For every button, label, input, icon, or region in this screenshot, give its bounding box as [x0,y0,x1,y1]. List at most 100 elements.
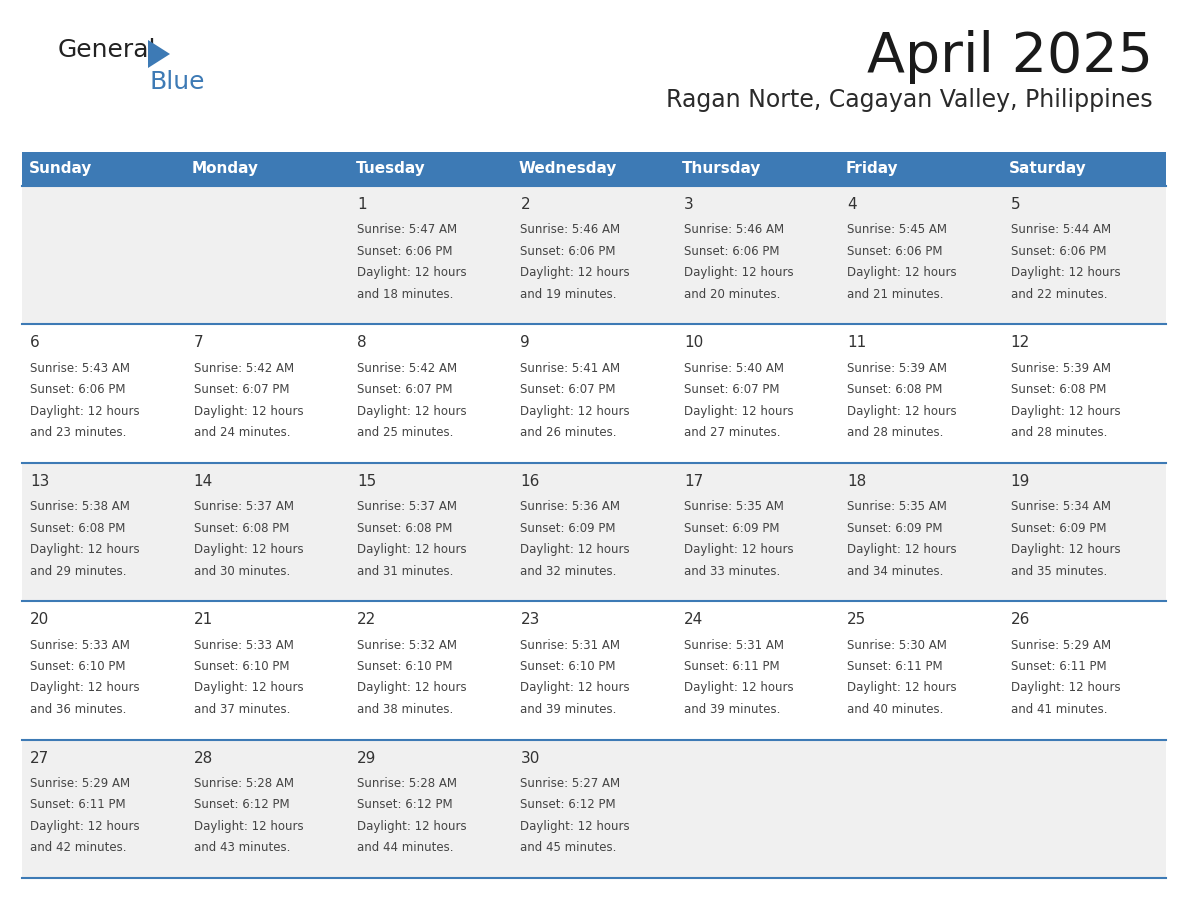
Text: Daylight: 12 hours: Daylight: 12 hours [847,266,958,279]
Text: Sunset: 6:11 PM: Sunset: 6:11 PM [30,799,126,812]
Text: Sunset: 6:11 PM: Sunset: 6:11 PM [684,660,779,673]
Text: 14: 14 [194,474,213,489]
Text: Sunrise: 5:35 AM: Sunrise: 5:35 AM [847,500,947,513]
Text: Sunrise: 5:29 AM: Sunrise: 5:29 AM [30,777,131,790]
Text: and 22 minutes.: and 22 minutes. [1011,287,1107,301]
Text: and 26 minutes.: and 26 minutes. [520,426,617,439]
Text: Sunrise: 5:39 AM: Sunrise: 5:39 AM [847,362,947,375]
Text: Sunset: 6:10 PM: Sunset: 6:10 PM [30,660,126,673]
Text: and 30 minutes.: and 30 minutes. [194,565,290,577]
Text: Saturday: Saturday [1009,162,1087,176]
Text: and 35 minutes.: and 35 minutes. [1011,565,1107,577]
Text: Daylight: 12 hours: Daylight: 12 hours [684,266,794,279]
Text: Daylight: 12 hours: Daylight: 12 hours [358,405,467,418]
Text: and 38 minutes.: and 38 minutes. [358,703,454,716]
Text: Sunset: 6:06 PM: Sunset: 6:06 PM [684,245,779,258]
Text: and 28 minutes.: and 28 minutes. [1011,426,1107,439]
Text: Sunset: 6:08 PM: Sunset: 6:08 PM [358,521,453,534]
Text: 19: 19 [1011,474,1030,489]
Text: Sunrise: 5:46 AM: Sunrise: 5:46 AM [520,223,620,236]
Text: 23: 23 [520,612,539,627]
Text: Thursday: Thursday [682,162,762,176]
Text: 21: 21 [194,612,213,627]
Text: Sunrise: 5:29 AM: Sunrise: 5:29 AM [1011,639,1111,652]
Text: Sunday: Sunday [29,162,91,176]
Text: Daylight: 12 hours: Daylight: 12 hours [1011,543,1120,556]
Text: Sunrise: 5:27 AM: Sunrise: 5:27 AM [520,777,620,790]
Text: 5: 5 [1011,197,1020,212]
Text: 29: 29 [358,751,377,766]
Text: Sunrise: 5:28 AM: Sunrise: 5:28 AM [358,777,457,790]
Text: Sunrise: 5:42 AM: Sunrise: 5:42 AM [194,362,293,375]
Text: April 2025: April 2025 [867,30,1154,84]
Text: 3: 3 [684,197,694,212]
Text: Sunrise: 5:33 AM: Sunrise: 5:33 AM [194,639,293,652]
Text: 22: 22 [358,612,377,627]
Text: 2: 2 [520,197,530,212]
Text: and 29 minutes.: and 29 minutes. [30,565,127,577]
Text: Blue: Blue [150,70,206,94]
Text: Sunset: 6:07 PM: Sunset: 6:07 PM [194,383,289,397]
Text: 30: 30 [520,751,539,766]
Text: and 23 minutes.: and 23 minutes. [30,426,127,439]
Bar [23,463,1165,601]
Text: 9: 9 [520,335,530,351]
Text: Sunset: 6:06 PM: Sunset: 6:06 PM [1011,245,1106,258]
Text: Daylight: 12 hours: Daylight: 12 hours [194,405,303,418]
Text: Sunrise: 5:33 AM: Sunrise: 5:33 AM [30,639,129,652]
Text: Daylight: 12 hours: Daylight: 12 hours [847,681,958,695]
Text: Sunrise: 5:37 AM: Sunrise: 5:37 AM [194,500,293,513]
Text: Daylight: 12 hours: Daylight: 12 hours [194,820,303,833]
Text: and 33 minutes.: and 33 minutes. [684,565,781,577]
Text: Sunset: 6:09 PM: Sunset: 6:09 PM [684,521,779,534]
Text: Sunset: 6:11 PM: Sunset: 6:11 PM [847,660,943,673]
Text: 12: 12 [1011,335,1030,351]
Text: and 36 minutes.: and 36 minutes. [30,703,127,716]
Text: Sunset: 6:07 PM: Sunset: 6:07 PM [358,383,453,397]
Text: Sunset: 6:06 PM: Sunset: 6:06 PM [847,245,943,258]
Text: 27: 27 [30,751,50,766]
Text: and 20 minutes.: and 20 minutes. [684,287,781,301]
Text: Daylight: 12 hours: Daylight: 12 hours [358,266,467,279]
Text: Sunset: 6:10 PM: Sunset: 6:10 PM [358,660,453,673]
Text: Sunrise: 5:30 AM: Sunrise: 5:30 AM [847,639,947,652]
Text: Sunrise: 5:45 AM: Sunrise: 5:45 AM [847,223,947,236]
Text: 11: 11 [847,335,866,351]
Bar [23,740,1165,878]
Text: Sunset: 6:07 PM: Sunset: 6:07 PM [684,383,779,397]
Text: Daylight: 12 hours: Daylight: 12 hours [684,681,794,695]
Text: 28: 28 [194,751,213,766]
Text: 1: 1 [358,197,367,212]
Text: Sunrise: 5:38 AM: Sunrise: 5:38 AM [30,500,129,513]
Text: Daylight: 12 hours: Daylight: 12 hours [1011,681,1120,695]
Text: Daylight: 12 hours: Daylight: 12 hours [30,405,140,418]
Text: 7: 7 [194,335,203,351]
Text: Sunrise: 5:31 AM: Sunrise: 5:31 AM [684,639,784,652]
Text: and 45 minutes.: and 45 minutes. [520,841,617,855]
Text: General: General [58,38,157,62]
Text: 8: 8 [358,335,367,351]
Text: Sunset: 6:09 PM: Sunset: 6:09 PM [1011,521,1106,534]
Text: Sunset: 6:09 PM: Sunset: 6:09 PM [847,521,943,534]
Text: Daylight: 12 hours: Daylight: 12 hours [520,543,630,556]
Text: Daylight: 12 hours: Daylight: 12 hours [194,681,303,695]
Text: and 40 minutes.: and 40 minutes. [847,703,943,716]
Text: and 32 minutes.: and 32 minutes. [520,565,617,577]
Text: and 21 minutes.: and 21 minutes. [847,287,943,301]
Text: Daylight: 12 hours: Daylight: 12 hours [684,543,794,556]
Text: Sunset: 6:07 PM: Sunset: 6:07 PM [520,383,615,397]
Text: Daylight: 12 hours: Daylight: 12 hours [30,820,140,833]
Text: Ragan Norte, Cagayan Valley, Philippines: Ragan Norte, Cagayan Valley, Philippines [666,88,1154,112]
Text: Sunrise: 5:32 AM: Sunrise: 5:32 AM [358,639,457,652]
Text: and 28 minutes.: and 28 minutes. [847,426,943,439]
Text: Sunset: 6:12 PM: Sunset: 6:12 PM [520,799,617,812]
Text: Daylight: 12 hours: Daylight: 12 hours [684,405,794,418]
Text: 26: 26 [1011,612,1030,627]
Text: Wednesday: Wednesday [519,162,618,176]
Text: Sunrise: 5:41 AM: Sunrise: 5:41 AM [520,362,620,375]
Text: Sunrise: 5:46 AM: Sunrise: 5:46 AM [684,223,784,236]
Text: Sunset: 6:06 PM: Sunset: 6:06 PM [520,245,615,258]
Text: Tuesday: Tuesday [355,162,425,176]
Text: Sunrise: 5:37 AM: Sunrise: 5:37 AM [358,500,457,513]
Text: Daylight: 12 hours: Daylight: 12 hours [30,543,140,556]
